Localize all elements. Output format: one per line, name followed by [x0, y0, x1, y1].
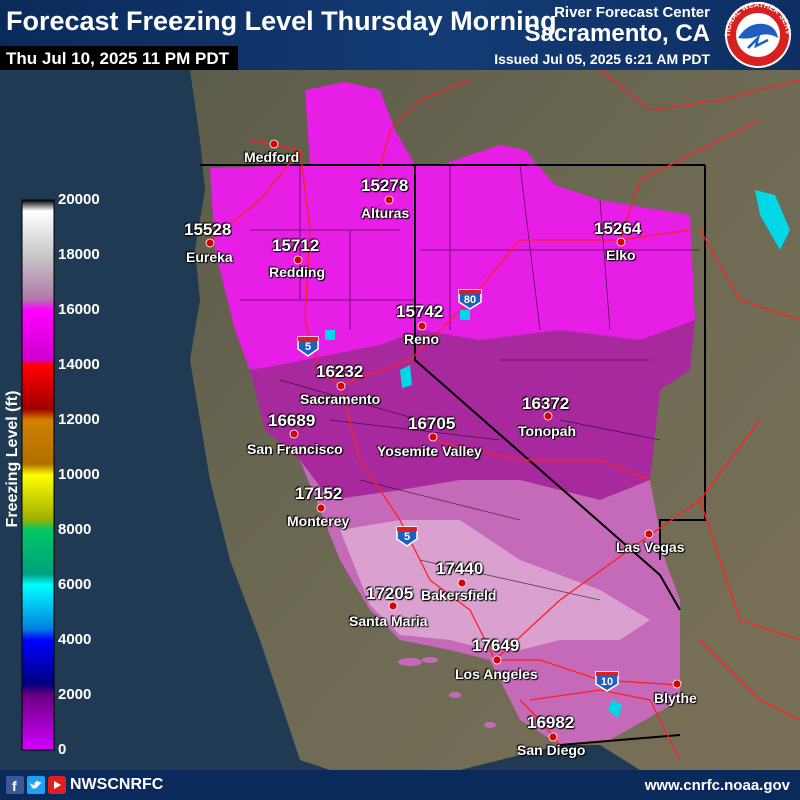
- state-borders: [200, 164, 706, 746]
- city-name: Elko: [606, 247, 636, 263]
- city-name: Alturas: [361, 205, 410, 221]
- freezing-level-value: 16689: [268, 411, 316, 430]
- city-marker[interactable]: [417, 321, 427, 331]
- legend-colorbar: [21, 199, 55, 751]
- city-name: Reno: [404, 331, 439, 347]
- channel-islands: [398, 657, 496, 728]
- city-name: Los Angeles: [455, 666, 538, 682]
- zone-16000-magenta: [210, 82, 695, 370]
- legend-tick-label: 16000: [58, 301, 100, 318]
- footer-bar: [0, 770, 800, 800]
- city-name: Sacramento: [300, 391, 381, 407]
- city-name: Las Vegas: [616, 539, 685, 555]
- city-marker[interactable]: [428, 432, 438, 442]
- freezing-level-value: 15278: [361, 176, 409, 195]
- interstate-number: 80: [464, 294, 476, 306]
- city-marker[interactable]: [205, 238, 215, 248]
- city-marker[interactable]: [336, 381, 346, 391]
- city-name: Monterey: [287, 513, 350, 529]
- freezing-level-value: 17152: [295, 484, 343, 503]
- legend-tick-label: 14000: [58, 356, 100, 373]
- city-marker[interactable]: [644, 529, 654, 539]
- freezing-level-value: 17649: [472, 636, 520, 655]
- city-marker[interactable]: [672, 679, 682, 689]
- legend-title: Freezing Level (ft): [4, 390, 21, 528]
- city-marker[interactable]: [543, 411, 553, 421]
- valid-time-bar: [0, 46, 238, 70]
- nws-logo-bolt: [747, 33, 769, 49]
- city-name: Yosemite Valley: [377, 443, 482, 459]
- city-name: Tonopah: [518, 423, 577, 439]
- legend-tick-label: 8000: [58, 521, 92, 538]
- issued-time: Issued Jul 05, 2025 6:21 AM PDT: [494, 51, 710, 67]
- city-name: San Francisco: [247, 441, 343, 457]
- freezing-level-value: 15264: [594, 219, 642, 238]
- legend-tick-label: 10000: [58, 466, 100, 483]
- city-marker[interactable]: [289, 429, 299, 439]
- freezing-level-value: 16372: [522, 394, 570, 413]
- legend-tick-label: 6000: [58, 576, 92, 593]
- city-marker[interactable]: [388, 601, 398, 611]
- city-marker[interactable]: [492, 655, 502, 665]
- nws-logo-cloud: [738, 23, 778, 39]
- city-name: Medford: [244, 149, 300, 165]
- city-name: Redding: [269, 264, 325, 280]
- map-title: Forecast Freezing Level Thursday Morning: [6, 6, 557, 36]
- city-marker[interactable]: [293, 255, 303, 265]
- website-link[interactable]: www.cnrfc.noaa.gov: [644, 777, 790, 794]
- freezing-level-value: 15528: [184, 220, 232, 239]
- legend-tick-label: 2000: [58, 686, 92, 703]
- city-name: San Diego: [517, 742, 586, 758]
- legend-tick-label: 18000: [58, 246, 100, 263]
- city-name: Bakersfield: [421, 587, 497, 603]
- lakes: [325, 190, 790, 718]
- freezing-level-value: 15712: [272, 236, 320, 255]
- city-name: Eureka: [186, 249, 233, 265]
- freezing-level-value: 17205: [366, 584, 414, 603]
- interstate-shields: [297, 289, 619, 692]
- freezing-level-value: 16705: [408, 414, 456, 433]
- freezing-level-value: 16982: [527, 713, 575, 732]
- valid-time: Thu Jul 10, 2025 11 PM PDT: [6, 49, 229, 68]
- social-icons[interactable]: f: [6, 776, 66, 794]
- city-marker[interactable]: [384, 195, 394, 205]
- city-marker[interactable]: [616, 237, 626, 247]
- freezing-level-value: 16232: [316, 362, 364, 381]
- city-marker[interactable]: [548, 732, 558, 742]
- freezing-level-value: 17440: [436, 559, 484, 578]
- city-name: Santa Maria: [349, 613, 428, 629]
- interstate-number: 10: [601, 676, 613, 688]
- city-marker[interactable]: [269, 139, 279, 149]
- facebook-icon[interactable]: [6, 776, 24, 794]
- city-marker[interactable]: [457, 578, 467, 588]
- city-name: Blythe: [654, 690, 697, 706]
- legend-tick-label: 12000: [58, 411, 100, 428]
- rfc-name: River Forecast Center: [554, 4, 710, 21]
- freezing-level-value: 15742: [396, 302, 444, 321]
- social-handle[interactable]: NWSCNRFC: [70, 776, 164, 793]
- legend-tick-label: 0: [58, 741, 67, 758]
- zone-light-pink: [340, 520, 650, 650]
- nws-logo: NATIONAL WEATHER SERVICE: [718, 0, 793, 68]
- interstate-number: 5: [305, 341, 311, 353]
- svg-text:f: f: [12, 778, 17, 794]
- city-marker[interactable]: [316, 503, 326, 513]
- interstate-number: 5: [404, 531, 410, 543]
- legend-tick-label: 4000: [58, 631, 92, 648]
- legend-tick-label: 20000: [58, 191, 100, 208]
- office-name: Sacramento, CA: [524, 20, 710, 47]
